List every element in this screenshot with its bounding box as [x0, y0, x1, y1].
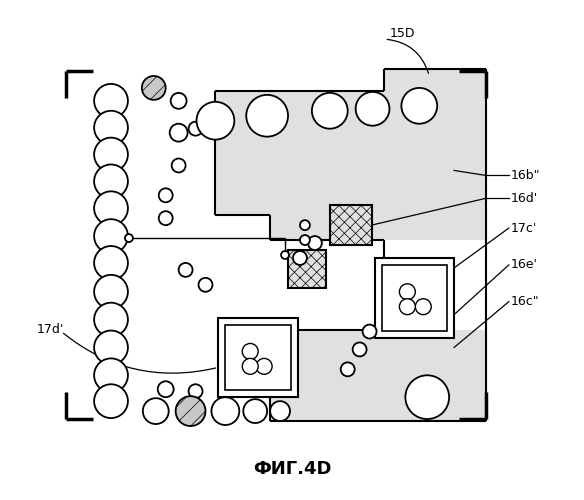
Circle shape — [399, 284, 415, 300]
Bar — [384, 330, 486, 421]
Text: 15D: 15D — [390, 26, 415, 40]
Bar — [374, 258, 454, 338]
Circle shape — [399, 298, 415, 314]
Circle shape — [142, 76, 166, 100]
Circle shape — [293, 251, 307, 265]
Circle shape — [211, 397, 239, 425]
Bar — [215, 91, 384, 176]
Circle shape — [242, 344, 258, 359]
Circle shape — [270, 401, 290, 421]
Circle shape — [170, 124, 187, 142]
Text: ФИГ.4D: ФИГ.4D — [253, 460, 331, 478]
Circle shape — [143, 398, 169, 424]
Circle shape — [244, 399, 267, 423]
Circle shape — [179, 263, 193, 277]
Bar — [270, 176, 384, 240]
Circle shape — [242, 358, 258, 374]
Circle shape — [340, 362, 354, 376]
Circle shape — [300, 220, 310, 230]
Circle shape — [199, 278, 213, 292]
Circle shape — [159, 188, 173, 202]
Circle shape — [94, 219, 128, 253]
Circle shape — [356, 92, 390, 126]
Circle shape — [308, 236, 322, 250]
Circle shape — [353, 342, 367, 356]
Bar — [225, 324, 291, 390]
Circle shape — [94, 111, 128, 144]
Circle shape — [256, 358, 272, 374]
Circle shape — [158, 382, 173, 397]
Circle shape — [94, 302, 128, 336]
Circle shape — [415, 298, 431, 314]
Bar — [215, 176, 270, 215]
Circle shape — [125, 234, 133, 242]
Bar — [288, 250, 326, 288]
Bar — [330, 205, 371, 245]
Circle shape — [200, 107, 211, 118]
Text: 17c': 17c' — [511, 222, 537, 234]
Circle shape — [94, 384, 128, 418]
Circle shape — [172, 158, 186, 172]
Circle shape — [176, 396, 206, 426]
Bar — [381, 265, 447, 330]
Text: 16b": 16b" — [511, 169, 540, 182]
Circle shape — [94, 275, 128, 308]
Circle shape — [171, 93, 187, 109]
Circle shape — [94, 164, 128, 198]
Circle shape — [197, 102, 234, 140]
Circle shape — [94, 246, 128, 280]
Circle shape — [312, 93, 347, 128]
Bar — [384, 69, 486, 240]
Circle shape — [363, 324, 377, 338]
Circle shape — [94, 330, 128, 364]
Circle shape — [189, 122, 203, 136]
Bar — [218, 318, 298, 397]
Circle shape — [189, 384, 203, 398]
Text: 17d': 17d' — [36, 323, 64, 336]
Circle shape — [159, 211, 173, 225]
Circle shape — [281, 251, 289, 259]
Circle shape — [94, 358, 128, 392]
Text: 16e': 16e' — [511, 258, 538, 272]
Circle shape — [405, 376, 449, 419]
Circle shape — [94, 138, 128, 172]
Circle shape — [300, 235, 310, 245]
Circle shape — [94, 192, 128, 225]
Text: 16c": 16c" — [511, 295, 540, 308]
Circle shape — [94, 84, 128, 117]
Text: 16d': 16d' — [511, 192, 538, 205]
Circle shape — [401, 88, 437, 124]
Circle shape — [246, 95, 288, 136]
Bar — [270, 330, 384, 421]
